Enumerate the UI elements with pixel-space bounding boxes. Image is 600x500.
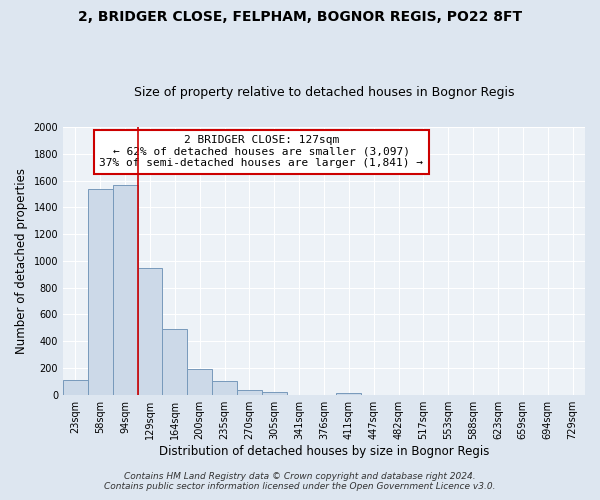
Title: Size of property relative to detached houses in Bognor Regis: Size of property relative to detached ho…	[134, 86, 514, 100]
Bar	[137, 268, 163, 394]
Bar	[212, 382, 237, 394]
Bar	[88, 188, 113, 394]
Bar	[262, 392, 287, 394]
Text: Contains HM Land Registry data © Crown copyright and database right 2024.
Contai: Contains HM Land Registry data © Crown c…	[104, 472, 496, 491]
Bar	[163, 329, 187, 394]
Bar	[337, 392, 361, 394]
Text: 2, BRIDGER CLOSE, FELPHAM, BOGNOR REGIS, PO22 8FT: 2, BRIDGER CLOSE, FELPHAM, BOGNOR REGIS,…	[78, 10, 522, 24]
Bar	[113, 184, 137, 394]
X-axis label: Distribution of detached houses by size in Bognor Regis: Distribution of detached houses by size …	[159, 444, 489, 458]
Bar	[63, 380, 88, 394]
Bar	[237, 390, 262, 394]
Bar	[187, 370, 212, 394]
Y-axis label: Number of detached properties: Number of detached properties	[15, 168, 28, 354]
Text: 2 BRIDGER CLOSE: 127sqm
← 62% of detached houses are smaller (3,097)
37% of semi: 2 BRIDGER CLOSE: 127sqm ← 62% of detache…	[100, 135, 424, 168]
